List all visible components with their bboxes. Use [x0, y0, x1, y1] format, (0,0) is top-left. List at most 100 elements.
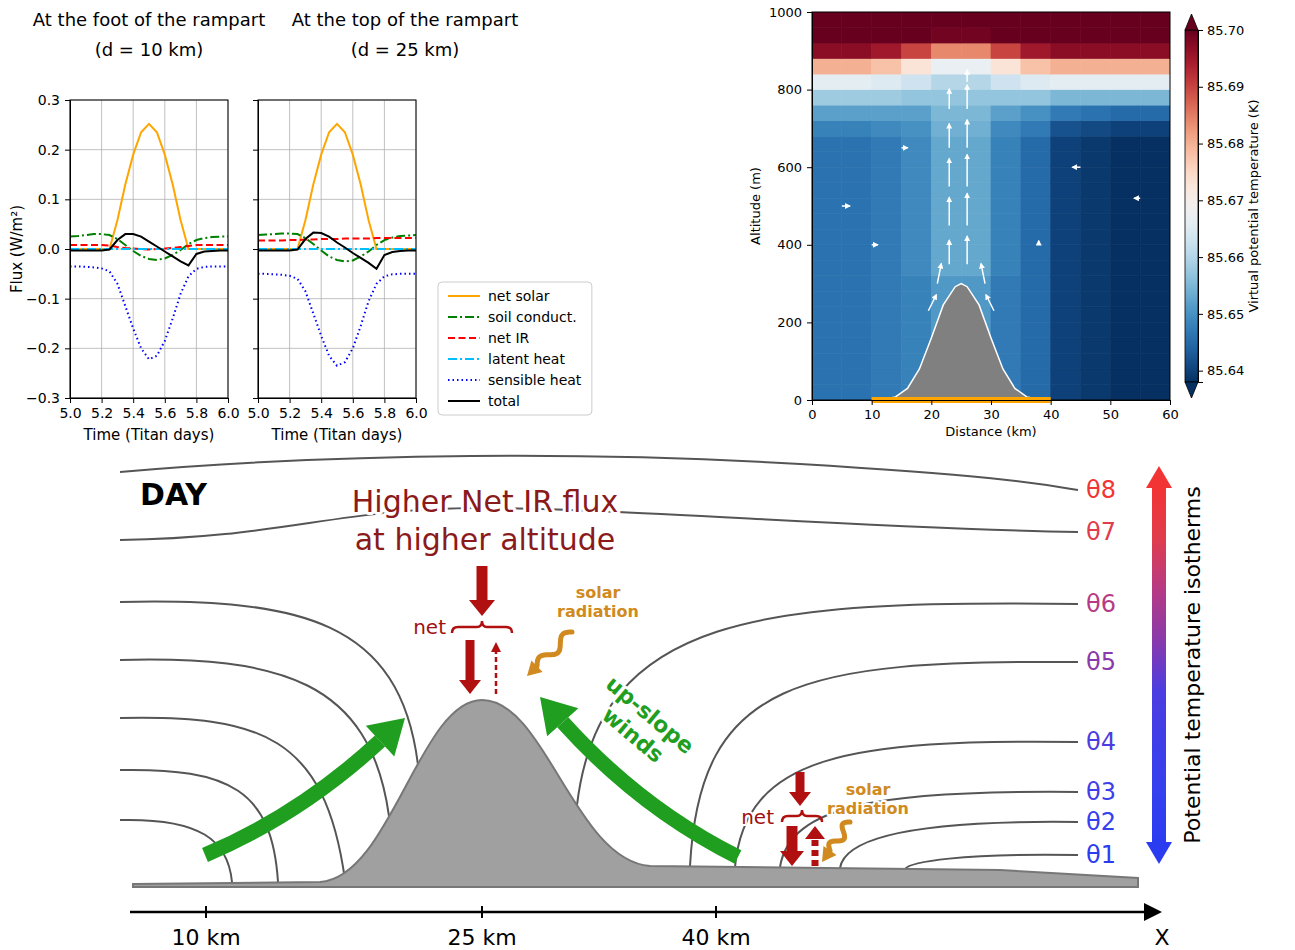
heat-cell	[872, 59, 902, 75]
tick-mark	[321, 398, 322, 403]
heat-cell	[902, 307, 932, 323]
tick: 20	[924, 400, 941, 422]
heat-cell	[812, 260, 842, 276]
tick-mark	[872, 400, 873, 405]
heat-cell	[1051, 136, 1081, 152]
arrow-head	[780, 851, 804, 866]
heat-cell	[842, 74, 872, 90]
heat-cell	[1110, 353, 1140, 369]
tick-mark	[807, 400, 812, 401]
grid-line	[258, 149, 416, 150]
tick-label: 6.0	[217, 405, 239, 421]
heat-cell	[842, 353, 872, 369]
heat-cell	[1081, 152, 1111, 168]
heat-cell	[1051, 167, 1081, 183]
heat-cell	[1110, 105, 1140, 121]
tick-mark	[65, 100, 70, 101]
heat-cell	[1021, 121, 1051, 137]
tick: 85.66	[1198, 250, 1244, 265]
heat-cell	[1140, 74, 1170, 90]
wind-arrow	[981, 264, 985, 284]
heat-cell	[1110, 214, 1140, 230]
heat-cell	[931, 43, 961, 59]
heat-cell	[1081, 245, 1111, 261]
heat-cell	[991, 59, 1021, 75]
heat-cell	[1110, 276, 1140, 292]
heat-cell	[1051, 245, 1081, 261]
legend-swatch	[448, 400, 480, 402]
heat-cell	[991, 105, 1021, 121]
tick-label: 85.69	[1207, 79, 1244, 94]
heat-cell	[1110, 198, 1140, 214]
heat-cell	[872, 245, 902, 261]
tick: 85.69	[1198, 79, 1244, 94]
axis-line	[813, 401, 1171, 406]
series-line	[258, 124, 416, 249]
heat-cell	[991, 167, 1021, 183]
tick-label: 25 km	[447, 925, 516, 950]
axis-title: X	[1154, 925, 1169, 950]
arrow-head	[469, 600, 495, 616]
heat-cell	[842, 90, 872, 106]
plot-frame	[70, 100, 228, 398]
heat-cell	[842, 121, 872, 137]
tick: 400	[777, 237, 812, 252]
heat-cell	[872, 198, 902, 214]
heat-cell	[1021, 307, 1051, 323]
tick: 50	[1103, 400, 1120, 422]
heat-cell	[991, 245, 1021, 261]
heat-cell	[1140, 198, 1170, 214]
heat-cell	[991, 198, 1021, 214]
tick-label: 5.8	[374, 405, 396, 421]
heat-cell	[842, 338, 872, 354]
heat-cell	[1081, 121, 1111, 137]
tick-mark	[65, 150, 70, 151]
isotherm	[905, 855, 1078, 869]
heat-cell	[812, 384, 842, 400]
heat-cell	[961, 260, 991, 276]
panel: 5.05.25.45.65.86.0−0.3−0.2−0.10.00.10.20…	[8, 9, 265, 444]
heat-cell	[1110, 136, 1140, 152]
terrain-outline	[872, 284, 1051, 400]
heat-cell	[1140, 105, 1170, 121]
heat-cell	[1021, 245, 1051, 261]
plot-area	[70, 124, 228, 359]
plot-area	[812, 12, 1170, 400]
arrow-head	[789, 792, 811, 806]
heat-cell	[1021, 338, 1051, 354]
heat-cell	[1081, 338, 1111, 354]
heat-cell	[872, 105, 902, 121]
tick	[253, 150, 258, 151]
tick-label: 0.1	[38, 191, 60, 207]
heat-cell	[812, 322, 842, 338]
tick: 0.2	[38, 142, 70, 158]
tick: 5.4	[311, 398, 333, 421]
legend-box	[438, 282, 592, 415]
heat-cell	[812, 74, 842, 90]
heat-cell	[812, 214, 842, 230]
heat-cell	[812, 183, 842, 199]
wind-arrow	[928, 295, 936, 311]
heat-cell	[842, 136, 872, 152]
heat-cell	[902, 322, 932, 338]
heat-cell	[1051, 307, 1081, 323]
heat-cell	[842, 229, 872, 245]
wind-arrow	[948, 240, 950, 264]
wind-arrow	[948, 124, 950, 148]
heat-cell	[1110, 369, 1140, 385]
heat-cell	[872, 183, 902, 199]
tick-label: −0.2	[26, 340, 60, 356]
heat-cell	[1021, 369, 1051, 385]
heat-cell	[902, 90, 932, 106]
heat-cell	[1140, 260, 1170, 276]
tick-label: 200	[777, 315, 802, 330]
tick-label: 40	[1043, 407, 1060, 422]
heat-cell	[1140, 152, 1170, 168]
heat-cell	[1140, 384, 1170, 400]
heat-cell	[902, 245, 932, 261]
heat-cell	[1051, 183, 1081, 199]
heat-cell	[1021, 322, 1051, 338]
grid-line	[70, 149, 228, 150]
tick-label: 85.65	[1207, 307, 1244, 322]
heat-cell	[812, 136, 842, 152]
